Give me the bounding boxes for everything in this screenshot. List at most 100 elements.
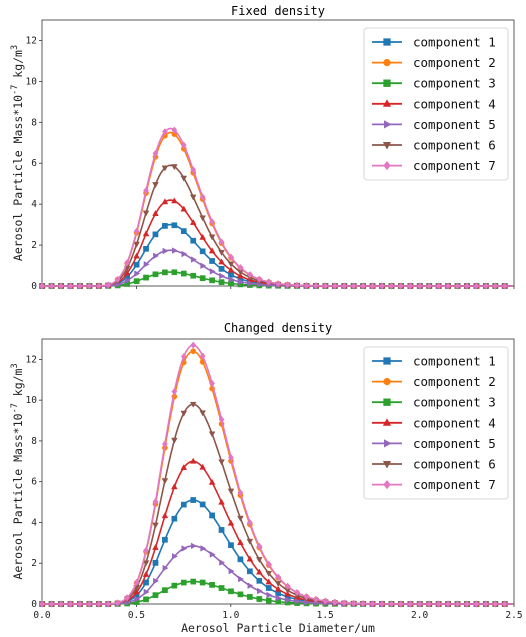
series-point xyxy=(228,542,234,549)
x-tick-label: 2.0 xyxy=(411,610,428,621)
series-point xyxy=(152,210,159,217)
x-tick-label: 0.5 xyxy=(128,610,145,621)
series-point xyxy=(256,568,263,575)
legend-marker xyxy=(383,79,391,87)
legend-entry: component 4 xyxy=(372,96,496,111)
series-point xyxy=(331,598,338,606)
series-point xyxy=(482,282,489,290)
series-point xyxy=(209,379,216,388)
y-axis-label-unit-exponent: 3 xyxy=(10,363,20,368)
series-point xyxy=(142,570,150,577)
series-point xyxy=(114,275,121,283)
series-point xyxy=(228,453,234,462)
series-point xyxy=(162,587,168,593)
legend-marker xyxy=(383,58,391,67)
legend-label: component 4 xyxy=(413,415,496,430)
series-point xyxy=(48,282,55,290)
series-point xyxy=(190,578,197,585)
series-point xyxy=(275,280,282,288)
series-point xyxy=(218,266,225,272)
series-point xyxy=(313,595,319,603)
series-point xyxy=(237,515,244,522)
series-7 xyxy=(39,341,513,608)
y-axis-label-unit: kg/m xyxy=(11,50,25,78)
series-point xyxy=(208,431,216,438)
series-point xyxy=(209,551,216,558)
legend-entry: component 2 xyxy=(372,55,496,70)
legend-entry: component 2 xyxy=(372,374,496,389)
legend-marker xyxy=(382,142,392,150)
series-point xyxy=(86,282,93,290)
legend-entry: component 6 xyxy=(372,457,496,472)
series-point xyxy=(274,585,282,592)
legend-entry: component 6 xyxy=(372,138,496,153)
series-line xyxy=(42,249,513,287)
chart-panel-2: Changed density 0 2 4 6 8 10 12 0.0 0.5 1.0 1.5 2.0 2… xyxy=(10,321,523,635)
series-point xyxy=(322,282,329,290)
y-axis-label-main: Aerosol Particle Mass*10 xyxy=(11,95,25,261)
series-point xyxy=(180,579,187,586)
series-point xyxy=(143,274,149,281)
series-point xyxy=(445,600,452,608)
series-point xyxy=(303,592,310,601)
series-point xyxy=(294,588,300,597)
series-point xyxy=(171,437,178,444)
series-point xyxy=(180,501,187,508)
series-point xyxy=(285,596,292,604)
series-point xyxy=(181,250,188,258)
legend-label: component 1 xyxy=(413,35,496,50)
series-point xyxy=(171,222,178,229)
series-point xyxy=(256,275,263,283)
legend-marker xyxy=(383,479,391,490)
y-axis-label-unit: kg/m xyxy=(11,368,25,396)
series-point xyxy=(152,231,159,238)
y-tick-label: 8 xyxy=(31,117,37,128)
series-point xyxy=(265,560,272,568)
series-point xyxy=(208,234,216,241)
x-tick-label: 2.5 xyxy=(505,610,522,621)
series-line xyxy=(42,223,513,287)
series-point xyxy=(95,600,102,608)
y-tick-label: 4 xyxy=(31,199,37,210)
y-axis-label-unit-exponent: 3 xyxy=(10,45,20,50)
legend-box xyxy=(363,346,509,500)
series-point xyxy=(152,522,159,529)
series-point xyxy=(199,410,206,417)
series-point xyxy=(124,594,131,602)
series-point xyxy=(172,247,178,254)
series-point xyxy=(331,282,338,290)
series-point xyxy=(350,282,357,290)
legend-label: component 7 xyxy=(413,158,496,173)
series-point xyxy=(171,126,178,134)
series-point xyxy=(274,580,282,587)
legend-marker xyxy=(382,418,392,426)
series-point xyxy=(369,282,376,290)
legend-label: component 6 xyxy=(413,457,496,472)
y-tick-label: 4 xyxy=(31,517,37,528)
series-point xyxy=(39,282,46,290)
legend-label: component 3 xyxy=(413,76,496,91)
x-tick-label: 1.0 xyxy=(222,610,239,621)
y-axis-label: Aerosol Particle Mass*10-7 kg/m3 xyxy=(10,363,25,579)
series-point xyxy=(218,249,225,256)
series-point xyxy=(218,415,225,424)
series-point xyxy=(265,578,273,585)
series-point xyxy=(227,261,235,268)
chart-title: Fixed density xyxy=(231,4,325,18)
legend-marker xyxy=(383,357,391,365)
series-point xyxy=(172,553,178,560)
series-point xyxy=(86,600,93,608)
series-point xyxy=(237,489,244,497)
series-point xyxy=(247,582,254,590)
series-point xyxy=(180,205,188,212)
series-point xyxy=(200,545,207,552)
series-line xyxy=(42,199,513,287)
series-point xyxy=(464,600,470,608)
legend-label: component 7 xyxy=(413,477,496,492)
series-point xyxy=(124,277,131,284)
series-point xyxy=(171,269,178,276)
series-point xyxy=(67,600,74,608)
series-point xyxy=(247,280,254,287)
series-point xyxy=(161,440,168,448)
